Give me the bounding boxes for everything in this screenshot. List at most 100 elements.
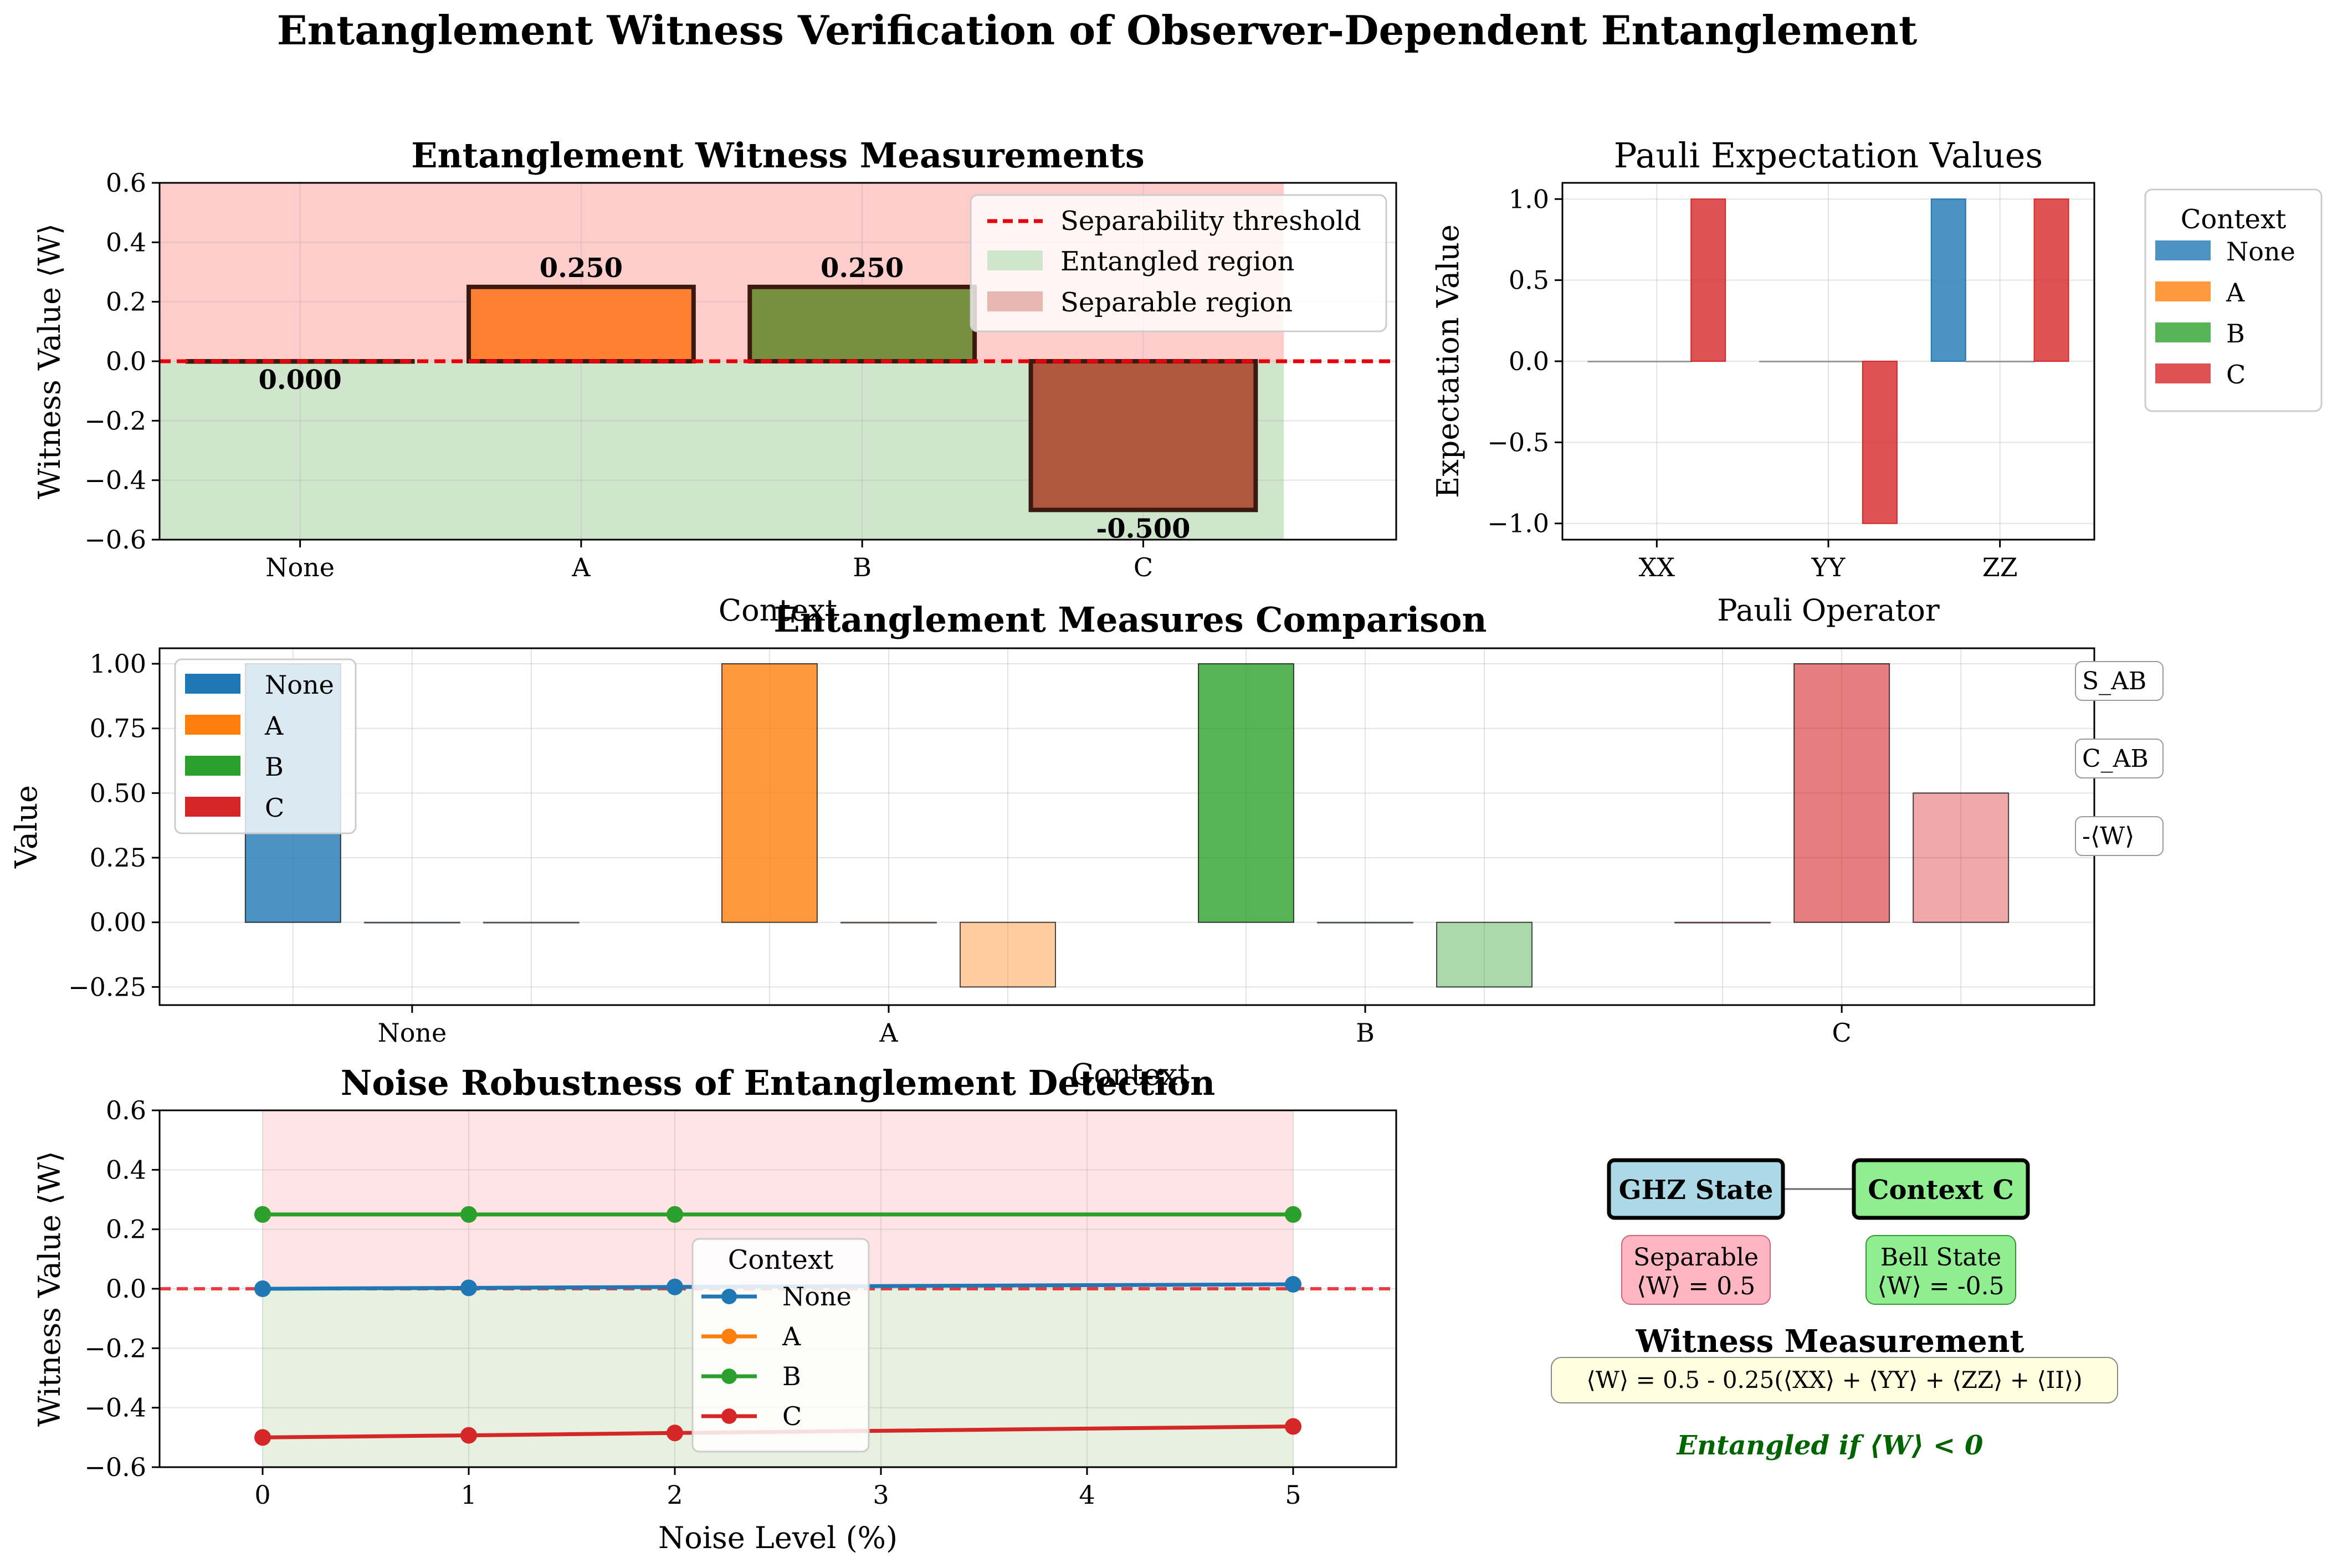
measures-name-label: C_AB [2082, 745, 2149, 773]
entangled-condition: Entangled if ⟨W⟩ < 0 [1676, 1430, 1983, 1461]
witness-xlabel: Context [719, 593, 838, 628]
noise-series-point [667, 1424, 683, 1442]
witness-bar [467, 284, 696, 363]
noise-legend-frame [691, 1238, 870, 1453]
noise-series-point [460, 1427, 477, 1444]
ghz-state-label: GHZ State [1619, 1175, 1774, 1206]
noise-legend: Context None ABC [691, 1238, 870, 1453]
measures-bar [1436, 921, 1533, 988]
witness-formula: ⟨W⟩ = 0.5 - 0.25(⟨XX⟩ + ⟨YY⟩ + ⟨ZZ⟩ + ⟨I… [1586, 1366, 2082, 1393]
pauli-ytick-label: −0.5 [1487, 427, 1549, 457]
witness-xtick-label: None [265, 552, 335, 582]
noise-title: Noise Robustness of Entanglement Detecti… [341, 1063, 1216, 1103]
witness-xtick-label: A [571, 552, 591, 582]
noise-ytick-label: 0.2 [106, 1215, 146, 1244]
pauli-ytick-label: 0.5 [1509, 265, 1549, 295]
pauli-xtick-label: ZZ [1982, 552, 2018, 582]
noise-xtick-label: 3 [873, 1480, 889, 1510]
noise-series-point [1285, 1418, 1301, 1435]
noise-series-point [1285, 1206, 1301, 1223]
measures-title: Entanglement Measures Comparison [773, 599, 1487, 640]
pauli-bar [1930, 198, 1966, 362]
pauli-xtick-label: XX [1639, 552, 1675, 582]
noise-xtick-label: 5 [1285, 1480, 1301, 1510]
pauli-legend-label: B [2226, 319, 2245, 349]
measures-legend-label: C [265, 793, 284, 823]
pauli-legend-swatch [2155, 322, 2211, 342]
figure-suptitle: Entanglement Witness Verification of Obs… [277, 7, 1917, 54]
noise-xtick-label: 4 [1079, 1480, 1095, 1510]
noise-xtick-label: 1 [460, 1480, 476, 1510]
witness-ytick-label: 0.6 [106, 168, 146, 198]
witness-xtick-label: B [853, 552, 872, 582]
measures-ytick-label: −0.25 [68, 972, 146, 1002]
pauli-bar [1759, 361, 1795, 362]
witness-legend-threshold-label: Separability threshold [1060, 206, 1361, 237]
noise-ytick-label: 0.4 [106, 1155, 146, 1185]
formula-box [1551, 1357, 2118, 1403]
noise-series-point [460, 1279, 477, 1297]
noise-series-line [262, 1282, 1294, 1291]
noise-legend-swatch-marker [721, 1329, 737, 1344]
pauli-xlabel: Pauli Operator [1717, 593, 1940, 628]
witness-ytick-label: 0.4 [106, 227, 146, 257]
witness-ytick-label: −0.2 [84, 406, 146, 435]
witness-legend-entangled-label: Entangled region [1060, 246, 1294, 277]
measures-xtick-label: None [377, 1018, 447, 1048]
noise-legend-swatch-marker [721, 1369, 737, 1384]
ghz-note-line1: Separable [1633, 1243, 1759, 1272]
measures-xtick-label: C [1832, 1018, 1852, 1048]
noise-ytick-label: −0.4 [84, 1393, 146, 1423]
measures-bar [1793, 663, 1890, 923]
measures-legend-swatch [185, 715, 240, 735]
noise-series-line [262, 1424, 1294, 1439]
measures-legend-label: B [265, 752, 284, 782]
pauli-legend-label: A [2226, 278, 2245, 308]
measures-ytick-label: 0.25 [90, 843, 146, 873]
witness-diagram: GHZ State Context C Separable ⟨W⟩ = 0.5 … [1551, 1158, 2118, 1461]
measures-name-box [2075, 816, 2164, 856]
witness-ytick-label: 0.0 [106, 346, 146, 376]
measures-bar [959, 921, 1056, 988]
noise-ytick-label: −0.2 [84, 1333, 146, 1363]
noise-series-point [254, 1429, 271, 1446]
measures-name-box [2075, 739, 2164, 778]
pauli-legend-title: Context [2181, 204, 2287, 235]
measures-legend-swatch [185, 797, 240, 817]
witness-legend-separable-label: Separable region [1060, 287, 1293, 318]
measures-name-label: -⟨W⟩ [2082, 822, 2134, 850]
pauli-ytick-label: −1.0 [1487, 509, 1549, 539]
measures-legend-label: A [264, 711, 284, 741]
noise-xtick-label: 0 [254, 1480, 270, 1510]
context-note-line1: Bell State [1880, 1243, 2001, 1272]
witness-legend-separable-swatch [987, 291, 1043, 311]
pauli-bar [1793, 361, 1829, 362]
witness-ylabel: Witness Value ⟨W⟩ [32, 223, 67, 499]
measures-name-box [2075, 661, 2164, 701]
measures-legend-label: None [265, 670, 334, 700]
measures-legend-swatch [185, 674, 240, 694]
witness-bar [1028, 359, 1258, 513]
noise-ytick-label: 0.0 [106, 1274, 146, 1304]
measures-ytick-label: 1.00 [90, 649, 146, 679]
noise-legend-label: C [782, 1401, 802, 1431]
pauli-bar [1965, 361, 2001, 362]
witness-legend: Separability threshold Entangled region … [970, 194, 1387, 332]
pauli-bar [1622, 361, 1658, 362]
witness-value-label: 0.250 [540, 253, 623, 284]
pauli-bar [1587, 361, 1623, 362]
witness-ytick-label: −0.6 [84, 525, 146, 555]
pauli-legend-label: C [2226, 360, 2246, 390]
measures-legend-swatch [185, 756, 240, 776]
pauli-ytick-label: 1.0 [1509, 184, 1549, 214]
pauli-legend-swatch [2155, 240, 2211, 260]
pauli-bar [1828, 361, 1863, 362]
context-note-line2: ⟨W⟩ = -0.5 [1877, 1272, 2004, 1300]
pauli-xtick-label: YY [1811, 552, 1846, 582]
pauli-bar [2033, 198, 2069, 362]
pauli-legend-swatch [2155, 281, 2211, 301]
pauli-bar [1999, 361, 2035, 362]
witness-value-label: 0.000 [258, 365, 341, 396]
